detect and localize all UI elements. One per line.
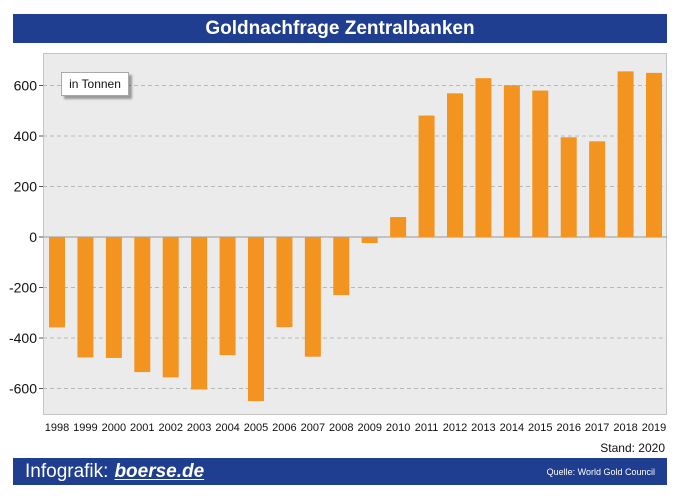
bar-2012 [447,93,463,237]
bar-2013 [475,78,492,238]
x-tick-label: 2014 [500,422,524,434]
bar-1999 [77,237,94,358]
x-tick-label: 1999 [73,422,97,434]
bar-2015 [532,90,549,237]
bar-2017 [589,141,606,237]
x-tick-label: 2008 [329,422,353,434]
x-tick-label: 2007 [301,422,325,434]
x-tick-label: 2011 [415,422,439,434]
y-tick-label: 200 [14,179,38,195]
bar-2019 [646,72,662,237]
footer-brand: Infografik: boerse.de [25,461,204,483]
bar-2011 [418,115,435,237]
bar-2008 [333,237,350,296]
y-tick-label: 0 [29,229,37,245]
chart-title-bar: Goldnachfrage Zentralbanken [13,14,667,43]
bar-2005 [248,237,264,402]
x-tick-label: 1998 [45,422,69,434]
bar-2009 [361,237,378,244]
bar-2010 [390,217,407,237]
y-tick-label: -600 [9,381,37,397]
bar-2007 [304,237,321,357]
x-tick-label: 2012 [443,422,467,434]
bar-1998 [49,237,65,328]
x-tick-label: 2003 [187,422,211,434]
stand-date: Stand: 2020 [600,441,665,455]
bar-2004 [219,237,236,356]
source-note: Quelle: World Gold Council [546,466,655,477]
bars [49,71,662,402]
bar-2016 [560,137,577,237]
x-tick-label: 2017 [585,422,609,434]
bar-2001 [134,237,151,373]
x-tick-label: 2000 [102,422,126,434]
x-tick-label: 2002 [158,422,182,434]
x-tick-label: 2009 [357,422,381,434]
chart-title: Goldnachfrage Zentralbanken [205,17,475,39]
unit-label: in Tonnen [69,77,121,91]
x-tick-label: 2019 [642,422,666,434]
y-tick-label: -400 [9,330,37,346]
y-tick-labels: -600 -400 -200 0 200 400 600 [9,78,37,397]
bar-2014 [503,85,520,237]
brand-prefix: Infografik: [25,460,109,482]
bar-2018 [617,71,634,237]
x-tick-label: 2010 [386,422,410,434]
x-tick-label: 2006 [272,422,296,434]
bar-2002 [162,237,179,378]
x-tick-labels: 1998 1999 2000 2001 2002 2003 2004 2005 2006 2007… [45,422,666,434]
brand-logo: boerse.de [114,460,205,482]
x-tick-label: 2004 [215,422,239,434]
x-tick-label: 2001 [130,422,154,434]
unit-label-box: in Tonnen [61,72,129,96]
x-tick-label: 2015 [528,422,552,434]
x-tick-label: 2016 [556,422,580,434]
bar-2003 [191,237,208,390]
x-tick-label: 2013 [471,422,495,434]
bar-2000 [105,237,122,358]
y-tick-label: 600 [14,78,38,94]
x-tick-label: 2005 [244,422,268,434]
y-tick-label: -200 [9,280,37,296]
footer-bar: Infografik: boerse.de Quelle: World Gold… [13,458,667,485]
x-tick-label: 2018 [613,422,637,434]
y-tick-label: 400 [14,128,38,144]
bar-2006 [276,237,293,328]
